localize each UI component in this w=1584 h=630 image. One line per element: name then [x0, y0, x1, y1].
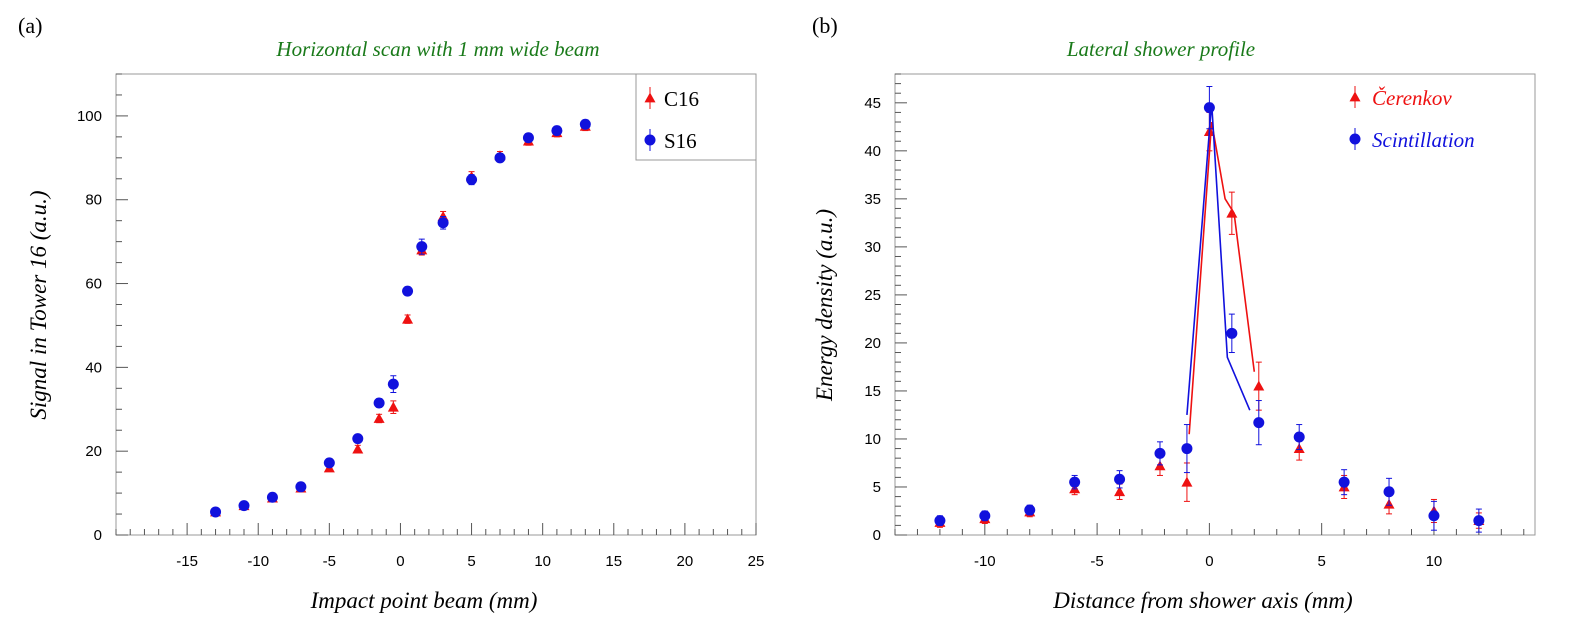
panel-a-data-point: [522, 132, 534, 144]
panel-a-data-point: [352, 433, 364, 445]
panel-b-ytick-label: 35: [864, 191, 881, 208]
panel-b-ytick-label: 5: [873, 479, 881, 496]
panel-b-legend-marker: [1349, 91, 1361, 102]
panel-a-ytick-label: 60: [85, 276, 102, 293]
panel-a-xtick-label: -10: [247, 553, 269, 570]
panel-b-series-line: [1186, 102, 1251, 416]
panel-b: (b) Lateral shower profile -10 -5 0 5 10 0 5 10…: [812, 13, 1536, 613]
panel-a-data-point: [373, 397, 385, 409]
panel-b-data-point: [1383, 486, 1395, 498]
panel-a-marks: [210, 118, 591, 518]
panel-b-data-point: [1253, 417, 1265, 429]
panel-a-ytick-label: 100: [77, 108, 102, 125]
panel-b-ylabel: Energy density (a.u.): [812, 209, 837, 402]
panel-b-legend-marks: [1349, 86, 1361, 150]
panel-b-xtick-label: -5: [1090, 553, 1103, 570]
panel-b-axes: -10 -5 0 5 10 0 5 10 15 20 25 30 35 40 45: [864, 73, 1525, 570]
panel-a-legend-marker: [644, 92, 656, 103]
panel-b-data-point: [1226, 327, 1238, 339]
panel-a-data-point: [387, 401, 399, 412]
panel-b-ytick-label: 15: [864, 383, 881, 400]
legend-cerenkov: Čerenkov: [1372, 86, 1452, 110]
legend-scintillation: Scintillation: [1372, 128, 1475, 152]
panel-b-ytick-label: 30: [864, 239, 881, 256]
panel-b-title: Lateral shower profile: [1066, 37, 1255, 61]
panel-a: (a) Horizontal scan with 1 mm wide beam …: [18, 13, 764, 613]
panel-a-data-point: [373, 412, 385, 423]
panel-b-ytick-label: 0: [873, 527, 881, 544]
panel-a-ytick-label: 40: [85, 359, 102, 376]
panel-a-xtick-label: -15: [176, 553, 198, 570]
panel-a-data-point: [402, 313, 414, 324]
panel-b-data-point: [979, 510, 991, 522]
panel-b-data-point: [1069, 476, 1081, 488]
panel-a-xlabel: Impact point beam (mm): [310, 588, 538, 613]
panel-b-marks: [934, 85, 1485, 533]
panel-a-data-point: [387, 378, 399, 390]
panel-b-ytick-label: 45: [864, 95, 881, 112]
panel-a-data-point: [323, 457, 335, 469]
panel-a-ytick-label: 80: [85, 192, 102, 209]
panel-a-label: (a): [18, 13, 42, 38]
panel-b-series-line: [1188, 121, 1256, 435]
panel-a-legend: C16 S16: [635, 73, 757, 161]
panel-b-ytick-label: 25: [864, 287, 881, 304]
panel-b-xtick-label: 5: [1317, 553, 1325, 570]
panel-a-data-point: [402, 285, 414, 297]
panel-b-data-point: [1114, 473, 1126, 485]
panel-b-data-point: [1154, 447, 1166, 459]
panel-a-data-point: [352, 443, 364, 454]
panel-b-data-point: [1473, 515, 1485, 527]
panel-a-data-point: [416, 241, 428, 253]
panel-b-data-point: [1114, 486, 1126, 497]
panel-b-data-point: [1293, 431, 1305, 443]
panel-b-ytick-label: 20: [864, 335, 881, 352]
panel-a-axes: -15 -10 -5 0 5 10 15 20 25 0 20 40 60 80 100: [77, 73, 765, 570]
panel-a-data-point: [238, 500, 250, 512]
panel-b-data-point: [1181, 443, 1193, 455]
panel-a-data-point: [494, 152, 506, 164]
panel-b-data-point: [934, 515, 946, 527]
panel-a-data-point: [295, 481, 307, 493]
panel-a-xtick-label: 10: [534, 553, 551, 570]
panel-a-data-point: [210, 506, 222, 518]
panel-a-data-point: [579, 118, 591, 130]
panel-a-xtick-label: 15: [605, 553, 622, 570]
panel-a-legend-marker: [644, 134, 656, 146]
panel-a-data-point: [266, 491, 278, 503]
panel-a-ytick-label: 0: [94, 527, 102, 544]
panel-b-data-point: [1203, 102, 1215, 114]
panel-b-data-point: [1024, 504, 1036, 516]
panel-a-xtick-label: 0: [396, 553, 404, 570]
panel-b-ytick-label: 10: [864, 431, 881, 448]
panel-b-xtick-label: 0: [1205, 553, 1213, 570]
panel-b-ytick-label: 40: [864, 143, 881, 160]
legend-c16: C16: [664, 87, 699, 111]
panel-b-label: (b): [812, 13, 838, 38]
panel-b-data-point: [1428, 510, 1440, 522]
panel-b-legend: Čerenkov Scintillation: [1349, 86, 1475, 152]
panel-b-xtick-label: -10: [974, 553, 996, 570]
panel-b-data-point: [1226, 207, 1238, 218]
panel-a-xtick-label: 5: [467, 553, 475, 570]
panel-a-data-point: [466, 174, 478, 186]
panel-a-xtick-label: 20: [677, 553, 694, 570]
panel-a-title: Horizontal scan with 1 mm wide beam: [275, 37, 599, 61]
panel-b-xlabel: Distance from shower axis (mm): [1052, 588, 1352, 613]
panel-a-xtick-label: -5: [323, 553, 336, 570]
panel-a-data-point: [551, 125, 563, 137]
panel-a-xtick-label: 25: [748, 553, 765, 570]
panel-a-legend-marks: [644, 87, 656, 151]
panel-a-legend-box: [635, 73, 757, 161]
panel-a-ylabel: Signal in Tower 16 (a.u.): [26, 190, 51, 419]
panel-a-ytick-label: 20: [85, 443, 102, 460]
panel-b-xtick-label: 10: [1426, 553, 1443, 570]
panel-b-data-point: [1181, 476, 1193, 487]
panel-b-legend-marker: [1349, 133, 1361, 145]
panel-a-data-point: [437, 217, 449, 229]
legend-s16: S16: [664, 129, 697, 153]
panel-b-data-point: [1253, 380, 1265, 391]
panel-b-data-point: [1338, 476, 1350, 488]
